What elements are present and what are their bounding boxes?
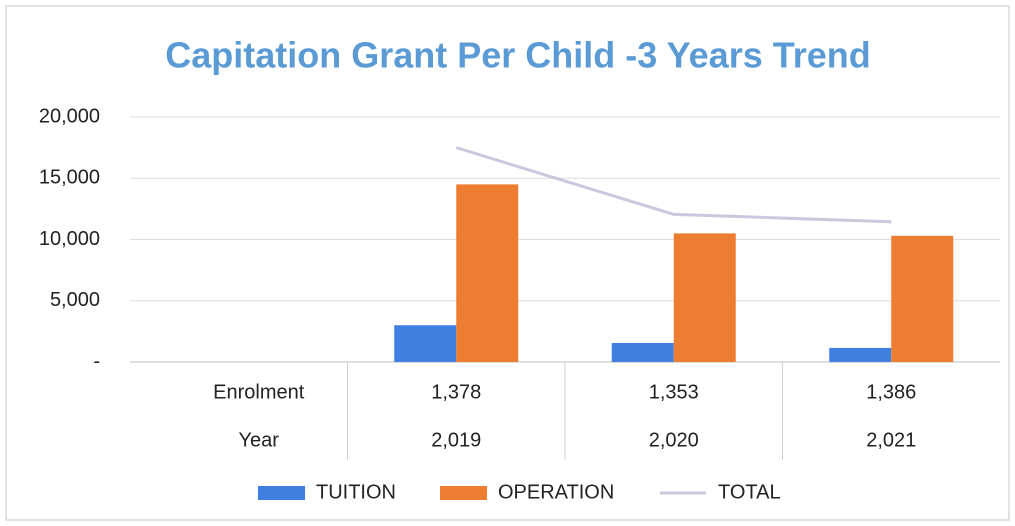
bar bbox=[456, 184, 519, 362]
legend-swatch bbox=[440, 486, 487, 500]
y-tick-label: 10,000 bbox=[39, 228, 100, 250]
table-cell: 2,020 bbox=[649, 429, 699, 451]
bar bbox=[611, 343, 674, 362]
bar bbox=[891, 235, 954, 362]
table-cell: 1,378 bbox=[431, 381, 481, 403]
table-cell: 1,386 bbox=[866, 381, 916, 403]
y-tick-label: 20,000 bbox=[39, 105, 100, 127]
legend-swatch bbox=[258, 486, 305, 500]
line bbox=[455, 146, 892, 224]
legend-label: OPERATION bbox=[498, 481, 614, 503]
y-tick-label: 15,000 bbox=[39, 167, 100, 189]
bar bbox=[394, 325, 457, 362]
chart-title: Capitation Grant Per Child -3 Years Tren… bbox=[165, 35, 871, 76]
y-tick-label: 5,000 bbox=[50, 289, 100, 311]
legend-label: TOTAL bbox=[718, 481, 781, 503]
table-row-label: Enrolment bbox=[213, 381, 305, 403]
table-cell: 2,019 bbox=[431, 429, 481, 451]
legend-label: TUITION bbox=[316, 481, 396, 503]
bar bbox=[673, 233, 736, 362]
table-row-label: Year bbox=[239, 429, 280, 451]
bar bbox=[829, 347, 892, 362]
table-cell: 2,021 bbox=[866, 429, 916, 451]
y-tick-label: - bbox=[93, 350, 100, 372]
table-cell: 1,353 bbox=[649, 381, 699, 403]
